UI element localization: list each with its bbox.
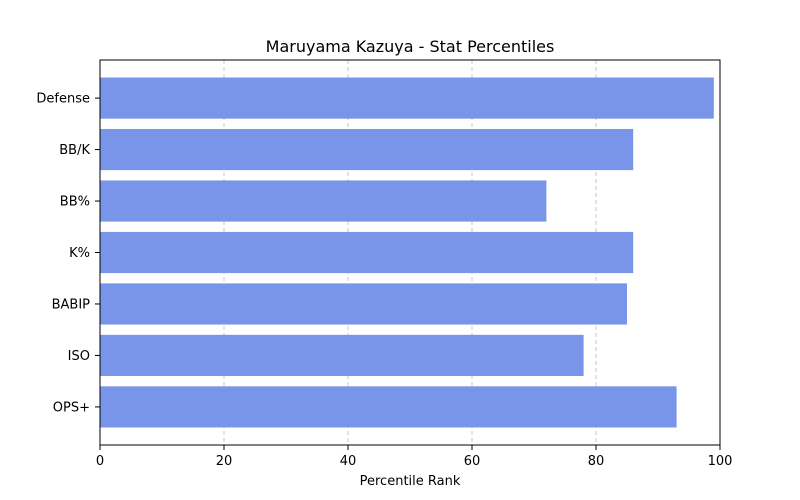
bar — [100, 386, 677, 428]
y-tick-label: BABIP — [52, 297, 91, 312]
bar — [100, 77, 714, 119]
bar — [100, 231, 634, 274]
y-tick-label: ISO — [68, 349, 90, 364]
y-axis: OPS+ ISO BABIP K% BB% BB/K Defense — [36, 92, 100, 415]
bar — [100, 128, 634, 171]
x-axis: 0 20 40 60 80 100 — [96, 445, 733, 469]
x-tick-label: 40 — [340, 454, 357, 469]
bars — [100, 77, 714, 428]
bar — [100, 334, 584, 377]
x-axis-label: Percentile Rank — [360, 474, 461, 489]
x-tick-label: 100 — [708, 454, 733, 469]
bar — [100, 283, 627, 325]
x-tick-label: 20 — [216, 454, 233, 469]
y-tick-label: Defense — [36, 92, 90, 107]
y-tick-label: BB% — [60, 195, 90, 210]
x-tick-label: 80 — [588, 454, 605, 469]
x-tick-label: 60 — [464, 454, 481, 469]
chart-title: Maruyama Kazuya - Stat Percentiles — [266, 37, 555, 56]
y-tick-label: OPS+ — [53, 400, 90, 415]
y-tick-label: BB/K — [59, 143, 90, 158]
y-tick-label: K% — [69, 246, 90, 261]
x-tick-label: 0 — [96, 454, 104, 469]
bar — [100, 180, 547, 222]
